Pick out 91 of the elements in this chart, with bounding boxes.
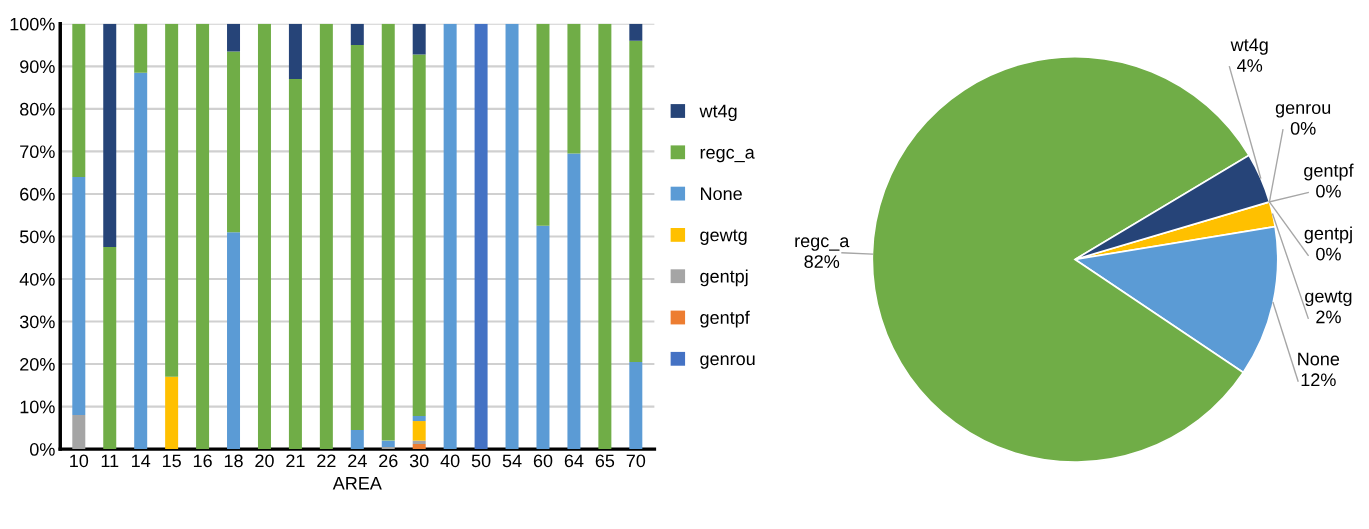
text: 0% bbox=[1316, 184, 1341, 198]
bar bbox=[412, 54, 426, 416]
data-label: 2% bbox=[1316, 310, 1341, 324]
bar bbox=[257, 23, 271, 450]
legend-label: wt4g bbox=[699, 104, 737, 122]
bar bbox=[381, 446, 395, 450]
y-tick-label: 90% bbox=[20, 60, 55, 74]
bar bbox=[629, 361, 643, 450]
bar bbox=[196, 23, 210, 450]
x-tick-label: 16 bbox=[193, 454, 212, 468]
bar bbox=[350, 23, 364, 46]
x-tick-label: 50 bbox=[471, 454, 491, 468]
x-tick-label: 15 bbox=[162, 454, 181, 468]
bar bbox=[103, 23, 117, 248]
x-tick-label: 22 bbox=[317, 454, 336, 468]
legend-label: genrou bbox=[700, 355, 755, 369]
bar bbox=[288, 79, 302, 450]
y-tick-label: 10% bbox=[20, 400, 55, 414]
bar bbox=[567, 153, 581, 450]
y-tick-label: 0% bbox=[29, 443, 55, 456]
bar bbox=[350, 45, 364, 430]
bar bbox=[72, 415, 86, 450]
bar bbox=[227, 51, 241, 233]
bar bbox=[443, 23, 457, 450]
bar bbox=[381, 440, 395, 447]
x-tick-label: 60 bbox=[533, 454, 553, 468]
bar bbox=[103, 247, 117, 450]
legend-label: None bbox=[701, 187, 742, 201]
bar bbox=[629, 23, 643, 41]
x-tick-label: 26 bbox=[379, 454, 398, 468]
legend-label: regc_a bbox=[700, 148, 755, 163]
bar bbox=[381, 23, 395, 441]
bar bbox=[350, 429, 364, 450]
bar bbox=[536, 23, 550, 226]
bar bbox=[165, 376, 179, 450]
slice-label: None bbox=[1298, 352, 1340, 366]
data-label: 82% bbox=[804, 255, 840, 269]
bar bbox=[505, 23, 519, 450]
y-tick-label: 60% bbox=[20, 187, 55, 201]
data-label: 4% bbox=[1237, 59, 1263, 72]
x-tick-label: 40 bbox=[440, 454, 460, 468]
slice-label: wt4g bbox=[1230, 38, 1268, 55]
legend-label: gewtg bbox=[700, 229, 747, 245]
x-tick-label: 20 bbox=[255, 454, 274, 468]
x-tick-label: 21 bbox=[286, 454, 305, 468]
bar bbox=[134, 72, 148, 450]
bar bbox=[165, 23, 179, 377]
bar bbox=[474, 23, 488, 450]
x-tick-label: 65 bbox=[595, 454, 615, 468]
slice-label: regc_a bbox=[795, 237, 850, 251]
x-tick-label: 24 bbox=[348, 454, 367, 468]
bar bbox=[598, 23, 612, 450]
bar bbox=[227, 23, 241, 52]
x-tick-label: 70 bbox=[626, 454, 646, 468]
bar bbox=[72, 176, 86, 416]
slice-label: gewtg bbox=[1305, 290, 1352, 307]
category-label: gentpj bbox=[1304, 226, 1352, 244]
bar bbox=[288, 23, 302, 80]
x-axis-title: AREA bbox=[332, 477, 382, 490]
category-label: gentpf bbox=[1304, 163, 1354, 181]
y-tick-label: 30% bbox=[19, 315, 55, 329]
bar bbox=[72, 23, 86, 177]
x-tick-label: 30 bbox=[409, 454, 429, 468]
x-tick-label: 11 bbox=[101, 454, 119, 468]
bar bbox=[567, 23, 581, 154]
bar bbox=[412, 415, 426, 422]
text: 0% bbox=[1290, 121, 1316, 135]
bar bbox=[412, 444, 426, 450]
x-tick-label: 10 bbox=[70, 454, 89, 468]
bar bbox=[319, 23, 333, 450]
y-tick-label: 40% bbox=[19, 272, 55, 286]
bar bbox=[227, 232, 241, 450]
x-tick-label: 64 bbox=[564, 454, 584, 468]
x-tick-label: 14 bbox=[132, 454, 151, 468]
text: 0% bbox=[1316, 247, 1341, 261]
x-tick-label: 18 bbox=[224, 454, 243, 468]
x-tick-label: 54 bbox=[502, 454, 522, 468]
legend-label: gentpf bbox=[700, 310, 750, 328]
data-label: 12% bbox=[1301, 373, 1336, 387]
bar bbox=[134, 23, 148, 73]
bar bbox=[629, 40, 643, 362]
bar bbox=[412, 23, 426, 55]
y-tick-label: 70% bbox=[20, 145, 55, 159]
bar bbox=[412, 421, 426, 441]
y-tick-label: 100% bbox=[10, 17, 55, 31]
y-tick-label: 50% bbox=[19, 230, 55, 244]
category-label: genrou bbox=[1275, 104, 1331, 118]
y-tick-label: 20% bbox=[20, 357, 55, 371]
legend-label: gentpj bbox=[700, 269, 748, 287]
y-tick-label: 80% bbox=[20, 102, 55, 116]
bar bbox=[536, 225, 550, 450]
